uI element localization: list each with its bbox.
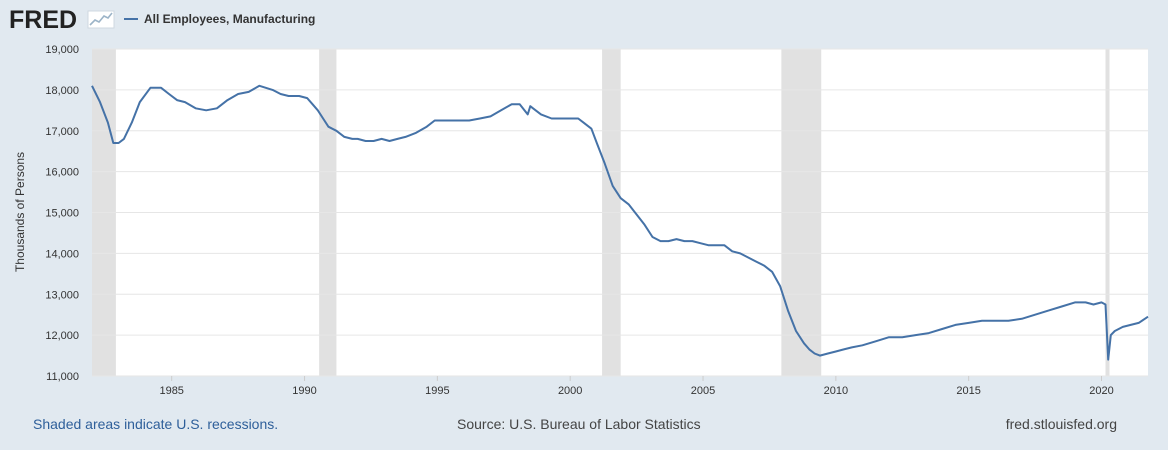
y-axis-ticks: 11,000 12,000 13,000 14,000 15,000 16,000 17,0… — [45, 44, 79, 383]
y-tick-label: 12,000 — [45, 330, 79, 342]
series-line-0 — [91, 84, 1149, 361]
fred-logo[interactable]: FRED — [9, 6, 115, 34]
y-tick-label: 19,000 — [45, 44, 79, 56]
x-tick-label: 2020 — [1089, 385, 1113, 397]
y-tick-label: 16,000 — [45, 167, 79, 179]
y-tick-label: 17,000 — [45, 126, 79, 138]
x-axis-ticks: 1985 1990 1995 2000 2005 2010 2015 2020 — [159, 376, 1114, 397]
legend-label: All Employees, Manufacturing — [144, 12, 315, 26]
gridlines — [92, 48, 1148, 377]
y-tick-label: 11,000 — [46, 371, 79, 383]
x-tick-label: 2015 — [956, 385, 980, 397]
y-tick-label: 15,000 — [45, 208, 79, 220]
recessions-note-link[interactable]: Shaded areas indicate U.S. recessions. — [33, 416, 279, 432]
y-axis-title: Thousands of Persons — [13, 152, 27, 272]
site-link[interactable]: fred.stlouisfed.org — [1005, 416, 1117, 432]
y-tick-label: 14,000 — [45, 248, 79, 260]
x-tick-label: 2000 — [558, 385, 582, 397]
x-tick-label: 1985 — [159, 385, 183, 397]
x-tick-label: 1990 — [292, 385, 316, 397]
y-tick-label: 18,000 — [45, 85, 79, 97]
fred-graph-icon — [87, 10, 115, 29]
y-tick-label: 13,000 — [45, 289, 79, 301]
series-layer — [91, 84, 1149, 361]
source-text: Source: U.S. Bureau of Labor Statistics — [457, 416, 701, 432]
x-tick-label: 2010 — [824, 385, 848, 397]
x-tick-label: 2005 — [691, 385, 715, 397]
legend: All Employees, Manufacturing — [124, 12, 315, 26]
fred-logo-text: FRED — [9, 6, 77, 34]
x-tick-label: 1995 — [425, 385, 449, 397]
